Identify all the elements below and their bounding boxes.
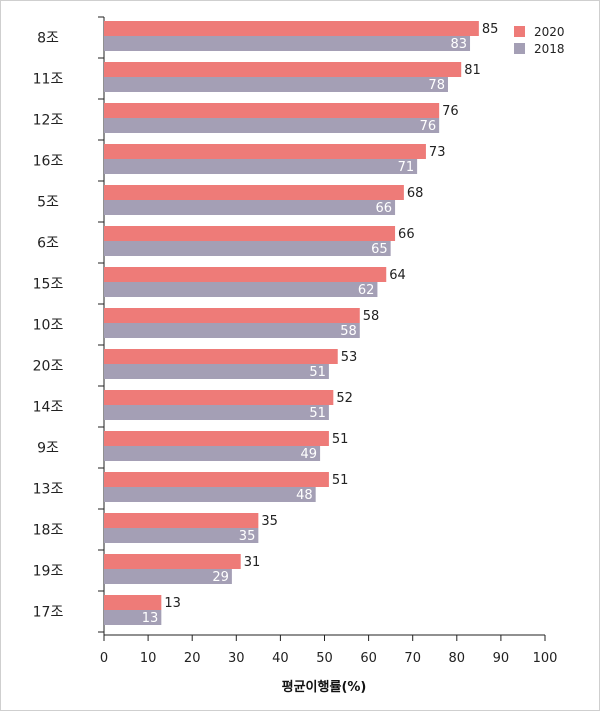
x-tick-label: 20 (184, 651, 201, 666)
value-label-2020: 76 (442, 104, 459, 119)
x-tick-label: 80 (449, 651, 466, 666)
bar-2018 (104, 118, 440, 133)
value-label-2018: 78 (428, 78, 445, 93)
x-tick-label: 0 (100, 651, 108, 666)
x-tick-label: 90 (493, 651, 510, 666)
value-label-2020: 52 (336, 391, 353, 406)
category-label: 13조 (33, 482, 64, 498)
value-label-2018: 51 (309, 365, 326, 380)
x-tick-label: 40 (272, 651, 289, 666)
value-label-2020: 85 (482, 22, 499, 37)
value-label-2018: 48 (296, 488, 313, 503)
bar-2018 (104, 569, 232, 584)
value-label-2018: 35 (239, 529, 256, 544)
legend: 2020 2018 (514, 25, 565, 56)
value-label-2020: 64 (389, 268, 406, 283)
bar-2018 (104, 364, 329, 379)
legend-label-2020: 2020 (534, 25, 565, 39)
bar-2020 (104, 472, 329, 487)
value-label-2018: 76 (420, 119, 437, 134)
category-label: 15조 (33, 277, 64, 293)
category-label: 16조 (33, 154, 64, 170)
x-tick-label: 100 (533, 651, 558, 666)
category-label: 8조 (37, 31, 59, 47)
x-tick-label: 10 (140, 651, 157, 666)
bar-2020 (104, 308, 360, 323)
bar-2020 (104, 595, 162, 610)
bar-2018 (104, 405, 329, 420)
bar-2018 (104, 528, 259, 543)
value-label-2020: 66 (398, 227, 415, 242)
category-label: 5조 (37, 195, 59, 211)
value-label-2018: 62 (358, 283, 375, 298)
legend-swatch-2018 (514, 43, 525, 54)
value-label-2020: 51 (332, 432, 349, 447)
bar-2020 (104, 431, 329, 446)
bar-2020 (104, 267, 387, 282)
bar-2020 (104, 554, 241, 569)
value-label-2020: 13 (164, 596, 181, 611)
bar-2018 (104, 159, 418, 174)
value-label-2018: 51 (309, 406, 326, 421)
value-label-2018: 58 (340, 324, 357, 339)
bar-2018 (104, 610, 162, 625)
category-label: 11조 (33, 72, 64, 88)
value-label-2020: 68 (407, 186, 424, 201)
category-label: 6조 (37, 236, 59, 252)
category-label: 10조 (33, 318, 64, 334)
value-label-2018: 29 (212, 570, 229, 585)
bar-2020 (104, 103, 440, 118)
bar-2020 (104, 21, 479, 36)
bar-2020 (104, 144, 426, 159)
x-tick-labels: 0 10 20 30 40 50 60 70 80 90 100 (100, 651, 558, 666)
value-label-2020: 31 (244, 555, 261, 570)
category-label: 18조 (33, 523, 64, 539)
legend-swatch-2020 (514, 26, 525, 37)
x-tick-label: 60 (360, 651, 377, 666)
bar-2020 (104, 226, 396, 241)
bar-2020 (104, 349, 338, 364)
bar-2018 (104, 282, 378, 297)
value-label-2018: 65 (371, 242, 388, 257)
value-label-2020: 58 (363, 309, 380, 324)
value-label-2020: 35 (261, 514, 278, 529)
value-label-2018: 71 (398, 160, 415, 175)
value-label-2020: 81 (464, 63, 481, 78)
category-labels: 8조 11조 12조 16조 5조 6조 15조 10조 20조 14조 9조 13조 18조 19조 17… (33, 31, 64, 621)
bar-2020 (104, 62, 462, 77)
value-label-2020: 73 (429, 145, 446, 160)
bar-2020 (104, 185, 404, 200)
bar-2018 (104, 241, 391, 256)
category-label: 14조 (33, 400, 64, 416)
bar-2020 (104, 513, 259, 528)
category-label: 20조 (33, 359, 64, 375)
bar-2018 (104, 487, 316, 502)
value-label-2018: 13 (142, 611, 159, 626)
x-axis-title: 평균이행률(%) (282, 679, 367, 695)
category-label: 12조 (33, 113, 64, 129)
value-label-2020: 53 (341, 350, 358, 365)
bar-2018 (104, 446, 321, 461)
bars-group (104, 21, 479, 625)
x-tick-label: 30 (228, 651, 245, 666)
bar-2018 (104, 77, 448, 92)
value-label-2018: 49 (301, 447, 318, 462)
bar-2020 (104, 390, 334, 405)
category-label: 17조 (33, 605, 64, 621)
bar-2018 (104, 323, 360, 338)
value-label-2020: 51 (332, 473, 349, 488)
value-label-2018: 66 (376, 201, 393, 216)
x-tick-label: 70 (404, 651, 421, 666)
x-tick-label: 50 (316, 651, 333, 666)
legend-label-2018: 2018 (534, 42, 565, 56)
category-label: 9조 (37, 441, 59, 457)
category-label: 19조 (33, 564, 64, 580)
bar-2018 (104, 36, 471, 51)
bar-2018 (104, 200, 396, 215)
value-label-2018: 83 (450, 37, 467, 52)
